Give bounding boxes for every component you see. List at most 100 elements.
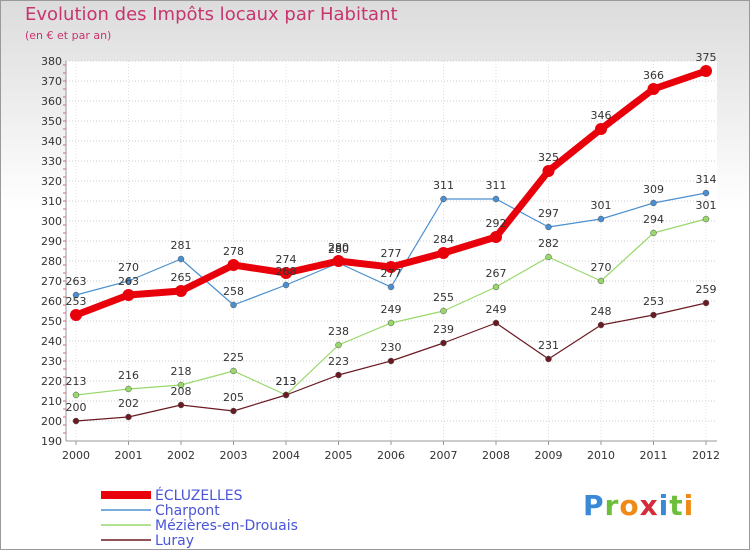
data-label: 282 bbox=[538, 237, 559, 250]
legend-label: Luray bbox=[155, 533, 194, 549]
data-point bbox=[227, 259, 240, 271]
data-label: 248 bbox=[591, 305, 612, 318]
data-label: 208 bbox=[171, 385, 192, 398]
data-point bbox=[125, 277, 132, 285]
logo-letter: i bbox=[683, 489, 695, 522]
data-label: 366 bbox=[643, 69, 664, 82]
data-point bbox=[72, 291, 80, 299]
data-point bbox=[650, 229, 657, 237]
data-label: 314 bbox=[696, 173, 717, 186]
x-tick-label: 2001 bbox=[115, 449, 143, 462]
data-point bbox=[282, 281, 290, 289]
data-point bbox=[332, 255, 345, 267]
legend-label: Mézières-en-Drouais bbox=[155, 518, 298, 534]
data-point bbox=[177, 381, 185, 389]
logo-letter: x bbox=[639, 489, 659, 522]
data-label: 231 bbox=[538, 339, 559, 352]
data-label: 280 bbox=[328, 243, 349, 256]
data-point bbox=[597, 321, 605, 329]
data-label: 238 bbox=[328, 325, 349, 338]
x-tick-label: 2002 bbox=[167, 449, 195, 462]
y-tick-label: 220 bbox=[41, 375, 62, 388]
data-point bbox=[492, 319, 500, 327]
x-tick-label: 2005 bbox=[325, 449, 353, 462]
y-tick-label: 340 bbox=[41, 135, 62, 148]
data-label: 223 bbox=[328, 355, 349, 368]
y-tick-label: 280 bbox=[41, 255, 62, 268]
data-label: 309 bbox=[643, 183, 664, 196]
data-label: 202 bbox=[118, 397, 139, 410]
data-point bbox=[122, 289, 135, 301]
data-point bbox=[440, 339, 447, 347]
data-point bbox=[125, 413, 132, 421]
data-label: 346 bbox=[591, 109, 612, 122]
data-label: 274 bbox=[276, 253, 297, 266]
data-label: 239 bbox=[433, 323, 454, 336]
legend-label: Charpont bbox=[155, 503, 220, 519]
data-point bbox=[545, 223, 552, 231]
data-point bbox=[490, 231, 502, 243]
logo-letter: i bbox=[658, 489, 670, 522]
legend-label: ÉCLUZELLES bbox=[155, 487, 243, 504]
chart-subtitle: (en € et par an) bbox=[25, 29, 112, 42]
logo-letter: t bbox=[669, 489, 684, 522]
data-label: 277 bbox=[381, 267, 402, 280]
x-tick-label: 2006 bbox=[377, 449, 405, 462]
x-tick-label: 2009 bbox=[535, 449, 563, 462]
data-label: 301 bbox=[591, 199, 612, 212]
y-tick-label: 230 bbox=[41, 355, 62, 368]
data-point bbox=[545, 253, 552, 261]
data-label: 292 bbox=[486, 217, 507, 230]
data-point bbox=[177, 255, 185, 263]
data-point bbox=[230, 301, 237, 309]
data-point bbox=[545, 355, 552, 363]
data-label: 200 bbox=[66, 401, 87, 414]
y-tick-label: 300 bbox=[41, 215, 62, 228]
data-label: 280 bbox=[328, 241, 349, 254]
data-point bbox=[437, 247, 450, 259]
data-label: 294 bbox=[643, 213, 664, 226]
data-label: 301 bbox=[696, 199, 717, 212]
data-point bbox=[177, 401, 185, 409]
data-point bbox=[597, 215, 605, 223]
data-label: 255 bbox=[433, 291, 454, 304]
y-tick-label: 200 bbox=[41, 415, 62, 428]
data-label: 281 bbox=[171, 239, 192, 252]
data-label: 253 bbox=[66, 295, 87, 308]
x-tick-label: 2000 bbox=[62, 449, 90, 462]
x-tick-label: 2012 bbox=[692, 449, 720, 462]
data-label: 325 bbox=[538, 151, 559, 164]
y-tick-label: 250 bbox=[41, 315, 62, 328]
data-point bbox=[702, 215, 710, 223]
proxiti-logo: Proxiti bbox=[583, 489, 694, 522]
data-label: 263 bbox=[118, 275, 139, 288]
data-point bbox=[335, 371, 342, 379]
data-point bbox=[387, 357, 395, 365]
data-label: 265 bbox=[171, 271, 192, 284]
data-label: 297 bbox=[538, 207, 559, 220]
data-point bbox=[650, 199, 657, 207]
data-label: 216 bbox=[118, 369, 139, 382]
data-label: 213 bbox=[66, 375, 87, 388]
data-label: 375 bbox=[696, 51, 717, 64]
data-label: 230 bbox=[381, 341, 402, 354]
x-tick-label: 2011 bbox=[640, 449, 668, 462]
y-tick-label: 190 bbox=[41, 435, 62, 448]
data-point bbox=[175, 285, 187, 297]
data-label: 263 bbox=[66, 275, 87, 288]
data-point bbox=[282, 391, 290, 399]
data-point bbox=[230, 407, 237, 415]
data-point bbox=[595, 123, 607, 135]
data-label: 270 bbox=[591, 261, 612, 274]
data-label: 268 bbox=[276, 265, 297, 278]
logo-letter: r bbox=[604, 489, 620, 522]
data-label: 258 bbox=[223, 285, 244, 298]
x-tick-label: 2004 bbox=[272, 449, 300, 462]
data-point bbox=[72, 417, 80, 425]
data-point bbox=[385, 261, 397, 273]
data-point bbox=[72, 391, 80, 399]
data-point bbox=[335, 341, 342, 349]
x-tick-label: 2007 bbox=[430, 449, 458, 462]
